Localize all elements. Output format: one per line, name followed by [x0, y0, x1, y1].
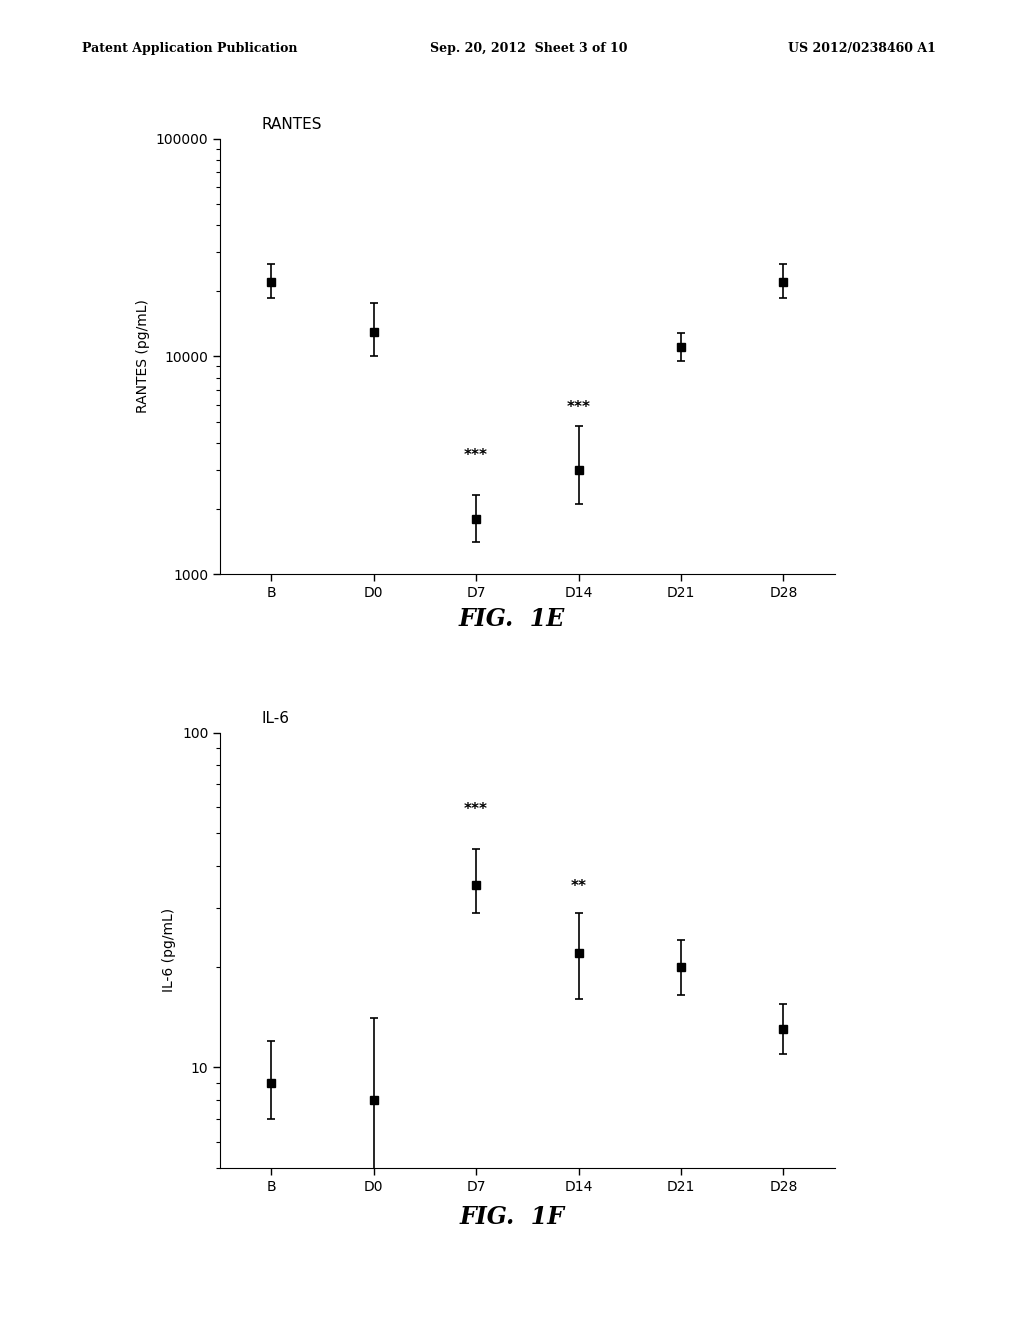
Y-axis label: RANTES (pg/mL): RANTES (pg/mL)	[136, 300, 151, 413]
Text: Sep. 20, 2012  Sheet 3 of 10: Sep. 20, 2012 Sheet 3 of 10	[430, 42, 628, 55]
Y-axis label: IL-6 (pg/mL): IL-6 (pg/mL)	[163, 908, 176, 993]
Text: Patent Application Publication: Patent Application Publication	[82, 42, 297, 55]
Text: RANTES: RANTES	[261, 117, 322, 132]
Text: US 2012/0238460 A1: US 2012/0238460 A1	[788, 42, 936, 55]
Text: **: **	[570, 879, 587, 894]
Text: ***: ***	[566, 400, 591, 414]
Text: IL-6: IL-6	[261, 711, 289, 726]
Text: FIG.  1F: FIG. 1F	[460, 1205, 564, 1229]
Text: ***: ***	[464, 447, 488, 463]
Text: ***: ***	[464, 803, 488, 817]
Text: FIG.  1E: FIG. 1E	[459, 607, 565, 631]
